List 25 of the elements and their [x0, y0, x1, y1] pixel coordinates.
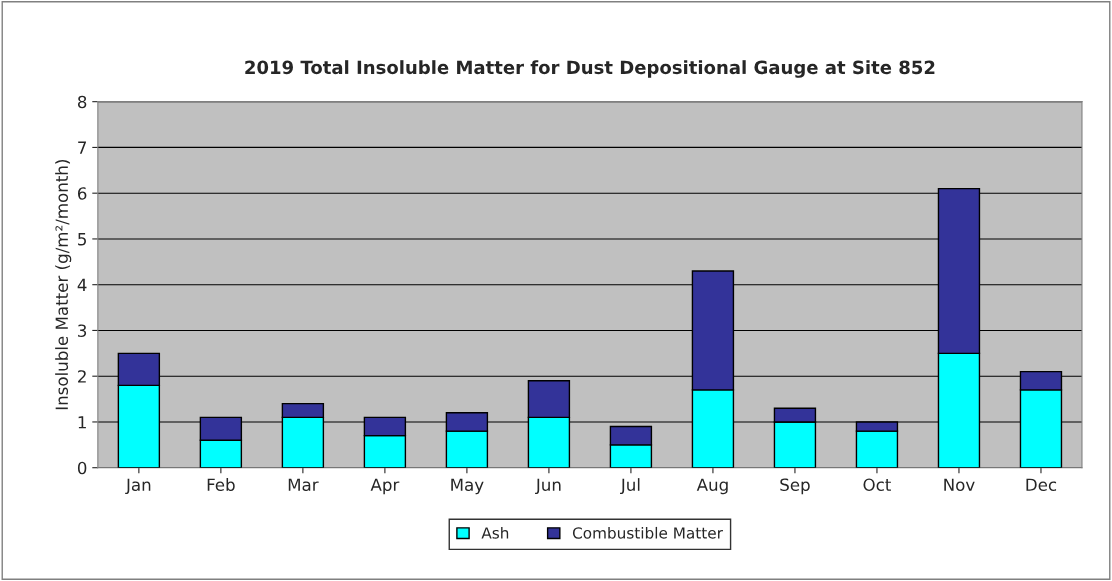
x-tick-label: Sep [780, 478, 810, 495]
x-tick-label: Dec [1026, 478, 1057, 492]
y-tick-label: 1 [78, 416, 86, 429]
x-tick-label: Aug [696, 478, 728, 495]
y-tick-label: 4 [77, 278, 87, 292]
y-tick-label: 5 [78, 233, 86, 246]
x-tick-label: Jan [125, 478, 151, 495]
y-tick-label: 8 [77, 95, 87, 109]
legend-label: Combustible Matter [572, 526, 723, 539]
chart-title: 2019 Total Insoluble Matter for Dust Depositional Gauge at Site 852 [245, 60, 935, 78]
x-tick-label: Feb [207, 478, 235, 492]
x-tick-label: May [451, 478, 484, 495]
x-tick-label: Nov [944, 478, 975, 492]
y-tick-label: 6 [78, 187, 87, 200]
y-tick-label: 7 [78, 141, 87, 154]
y-tick-label: 3 [78, 324, 87, 338]
y-tick-label: 2 [78, 370, 86, 383]
legend-label: Ash [481, 526, 509, 539]
x-tick-label: Oct [863, 478, 891, 492]
y-tick-label: 0 [77, 461, 87, 475]
y-axis-title: Insoluble Matter (g/m²/month) [55, 160, 72, 410]
x-tick-label: Apr [370, 478, 400, 495]
x-tick-label: Mar [288, 478, 319, 492]
x-tick-label: Jun [535, 478, 561, 495]
x-tick-label: Jul [620, 478, 640, 495]
